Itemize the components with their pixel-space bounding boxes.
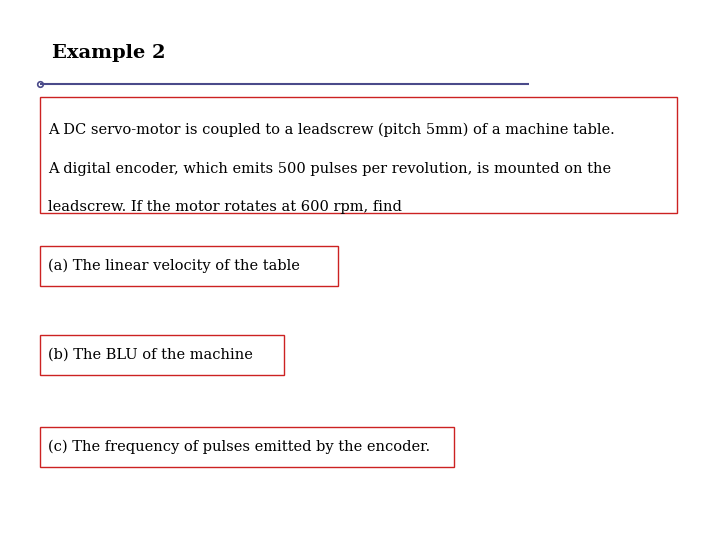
Text: (b) The BLU of the machine: (b) The BLU of the machine [48,348,253,362]
Text: (c) The frequency of pulses emitted by the encoder.: (c) The frequency of pulses emitted by t… [48,440,431,454]
Text: A digital encoder, which emits 500 pulses per revolution, is mounted on the: A digital encoder, which emits 500 pulse… [48,162,611,176]
Text: leadscrew. If the motor rotates at 600 rpm, find: leadscrew. If the motor rotates at 600 r… [48,200,402,214]
Text: Example 2: Example 2 [52,44,166,62]
Text: (a) The linear velocity of the table: (a) The linear velocity of the table [48,259,300,273]
Text: A DC servo-motor is coupled to a leadscrew (pitch 5mm) of a machine table.: A DC servo-motor is coupled to a leadscr… [48,123,615,137]
